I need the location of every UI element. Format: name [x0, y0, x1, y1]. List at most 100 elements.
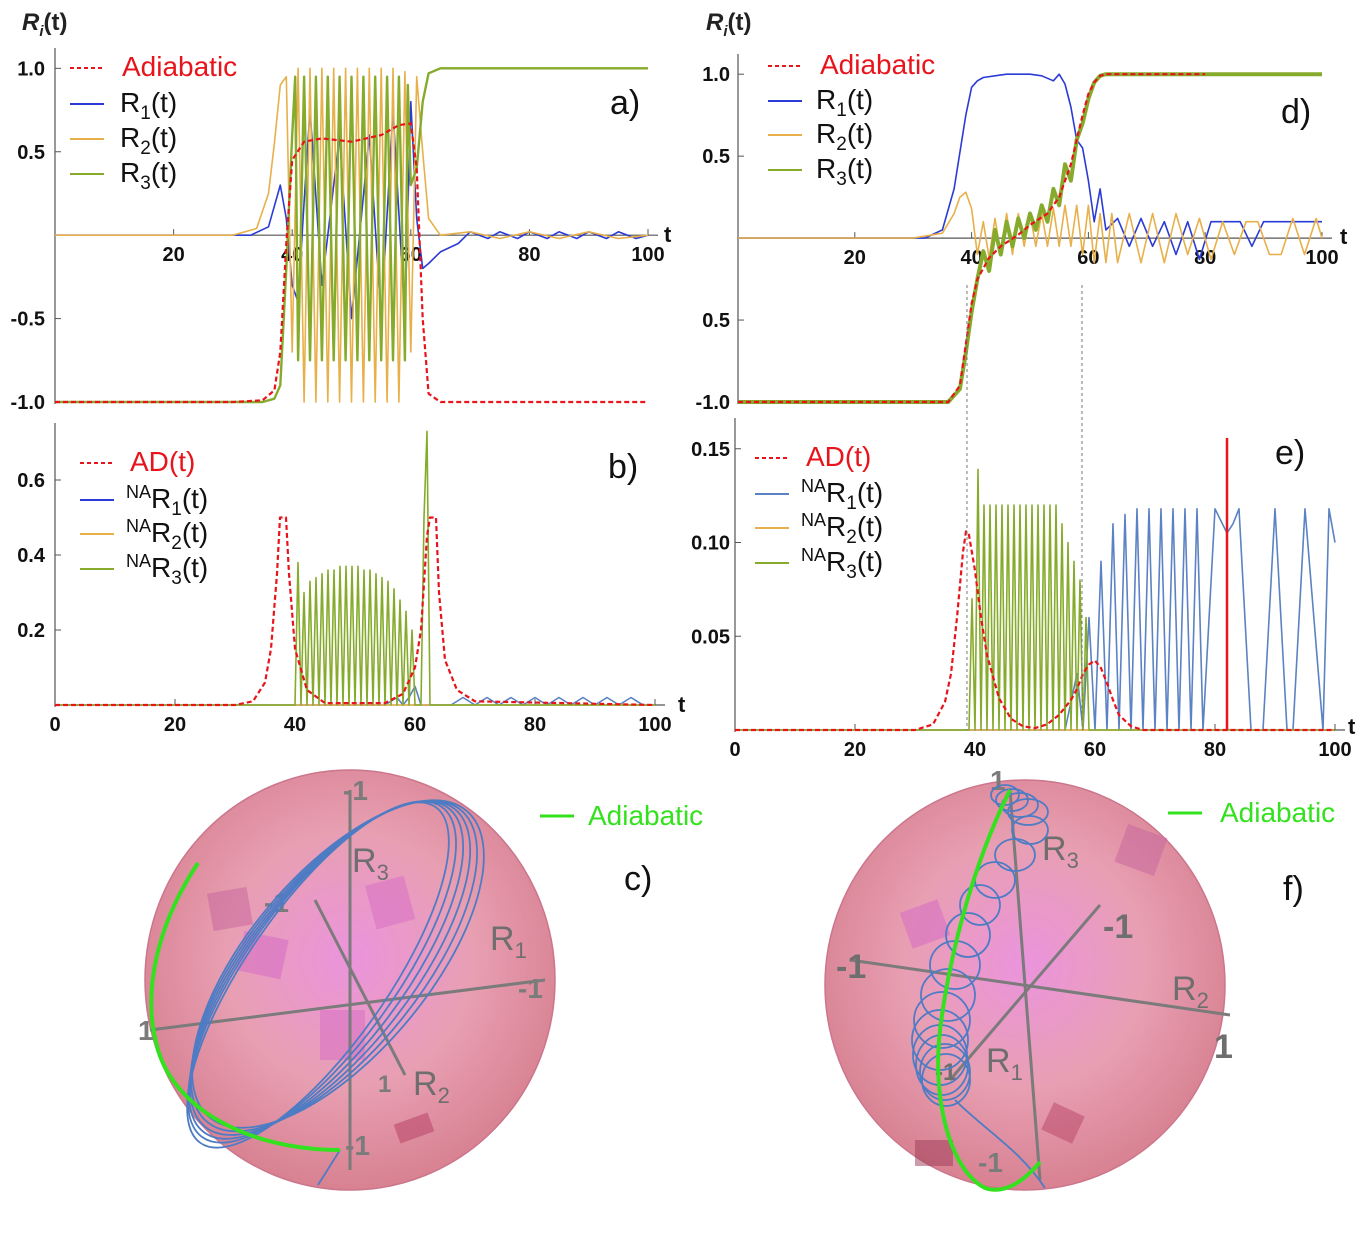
axis-label-r1: R1: [490, 920, 527, 963]
x-tick-label: 0: [49, 714, 60, 736]
y-tick-label: -1.0: [11, 392, 45, 414]
x-tick-label: 0: [729, 739, 740, 761]
panel-a: 20 40 60 80 100-1.0-0.50.51.0: [11, 48, 665, 414]
series-adt: [55, 516, 656, 707]
panel-d-tag: d): [1281, 93, 1311, 131]
x-tick-label: 20: [844, 247, 866, 269]
x-tick-label: 100: [1318, 739, 1351, 761]
panel-a-ylabel: Ri(t): [22, 9, 68, 40]
x-tick-label: 80: [1204, 739, 1226, 761]
panel-d-ylabel: Ri(t): [706, 9, 752, 40]
facet: [1114, 824, 1168, 876]
legend-adiabatic: Adiabatic: [122, 51, 237, 82]
series-nar1t: [735, 507, 1336, 731]
x-tick-label: 60: [404, 714, 426, 736]
axis-label-r3: R3: [352, 842, 389, 885]
legend-r3: R3(t): [816, 153, 873, 190]
tick-label: 1: [378, 1071, 391, 1098]
panel-e: 0 20 40 60 80 100 0.05 0.10 0.15: [691, 418, 1352, 761]
axis-label-r1: R1: [986, 1042, 1023, 1085]
series-r2t: [55, 67, 649, 403]
axis-r2: [313, 899, 407, 1076]
x-tick-label: 40: [964, 739, 986, 761]
panel-e-xlabel: t: [1348, 714, 1356, 739]
series-adiabatic: [55, 122, 648, 404]
tick-label: -1: [518, 973, 543, 1004]
x-tick-label: 100: [1305, 247, 1338, 269]
panel-a-legend: Adiabatic R1(t) R2(t) R3(t): [70, 51, 237, 194]
legend-na-r2: NAR2(t): [801, 510, 883, 548]
facet: [207, 886, 253, 932]
panel-b-tag: b): [608, 448, 638, 486]
tick-label: 1: [1214, 1028, 1233, 1066]
tick-label: 1: [138, 1015, 154, 1046]
legend-ad: AD(t): [806, 441, 871, 472]
facet: [393, 1112, 435, 1144]
series-r3t: [55, 67, 648, 404]
panel-a-tag: a): [610, 84, 640, 122]
legend-na-r3: NAR3(t): [126, 551, 208, 589]
panel-b: 0 20 40 60 80 100 0.2 0.4 0.6: [17, 423, 672, 736]
y-tick-label: 0.10: [691, 533, 730, 555]
series-r1t: [55, 100, 649, 320]
x-tick-label: 20: [164, 714, 186, 736]
legend-r1: R1(t): [816, 84, 873, 121]
series-nar3t: [735, 468, 1335, 731]
panel-f: R3 R2 R1 1 -1 -1 1 -1 -1: [824, 765, 1335, 1192]
x-tick-label: 100: [631, 244, 664, 266]
x-tick-label: 20: [162, 244, 184, 266]
series-nar3t: [55, 430, 655, 706]
x-tick-label: 80: [1194, 247, 1216, 269]
legend-adiabatic: Adiabatic: [820, 49, 935, 80]
legend-adiabatic: Adiabatic: [1220, 797, 1335, 828]
adiabatic-path: [936, 789, 1042, 1192]
facet: [899, 899, 951, 949]
series-adiabatic: [738, 73, 1206, 404]
panel-b-legend: AD(t) NAR1(t) NAR2(t) NAR3(t): [80, 446, 208, 589]
adiabatic-path: [149, 861, 341, 1152]
x-tick-label: 80: [518, 244, 540, 266]
panel-c-tag: c): [624, 860, 652, 898]
panel-b-xlabel: t: [678, 692, 686, 717]
tick-label: -1: [343, 775, 368, 806]
y-tick-label: -0.5: [11, 309, 45, 331]
panel-c: R3 R1 R2 -1 -1 -1 1 1 -1 Adiabatic c): [138, 769, 703, 1191]
panel-e-tag: e): [1275, 434, 1305, 472]
y-tick-label: 0.4: [17, 545, 46, 567]
x-tick-label: 40: [284, 714, 306, 736]
legend-r2: R2(t): [816, 118, 873, 155]
y-tick-label: -1.0: [696, 392, 730, 414]
legend-na-r1: NAR1(t): [126, 482, 208, 520]
axis-r1: [948, 904, 1102, 1081]
y-tick-label: 0.5: [702, 310, 730, 332]
legend-na-r3: NAR3(t): [801, 545, 883, 583]
panel-d-legend: Adiabatic R1(t) R2(t) R3(t): [768, 49, 935, 190]
panel-d: 20 40 60 80 100-1.00.50.51.0: [696, 54, 1339, 414]
facet: [364, 875, 416, 930]
x-tick-label: 60: [1084, 739, 1106, 761]
legend-ad: AD(t): [130, 446, 195, 477]
panel-f-tag: f): [1283, 870, 1304, 908]
series-adt: [735, 530, 1335, 732]
axis-label-r2: R2: [413, 1065, 450, 1108]
legend-adiabatic: Adiabatic: [588, 800, 703, 831]
panel-e-legend: AD(t) NAR1(t) NAR2(t) NAR3(t): [755, 441, 883, 583]
x-tick-label: 100: [638, 714, 671, 736]
legend-na-r1: NAR1(t): [801, 476, 883, 514]
series-r1t: [738, 73, 1322, 261]
series-r2t: [738, 191, 1323, 264]
y-tick-label: 0.5: [17, 142, 45, 164]
y-tick-label: 0.2: [17, 620, 45, 642]
axis-label-r2: R2: [1172, 970, 1209, 1013]
y-tick-label: 0.5: [702, 146, 730, 168]
tick-label: -1: [345, 1130, 370, 1161]
axis-r2: [849, 958, 1231, 1017]
y-tick-label: 0.05: [691, 626, 730, 648]
legend-r2: R2(t): [120, 122, 177, 159]
x-tick-label: 80: [524, 714, 546, 736]
facet: [1041, 1102, 1085, 1144]
svg-text:Ri(t): Ri(t): [22, 9, 68, 40]
panel-a-xlabel: t: [664, 222, 672, 247]
y-tick-label: 1.0: [702, 64, 730, 86]
